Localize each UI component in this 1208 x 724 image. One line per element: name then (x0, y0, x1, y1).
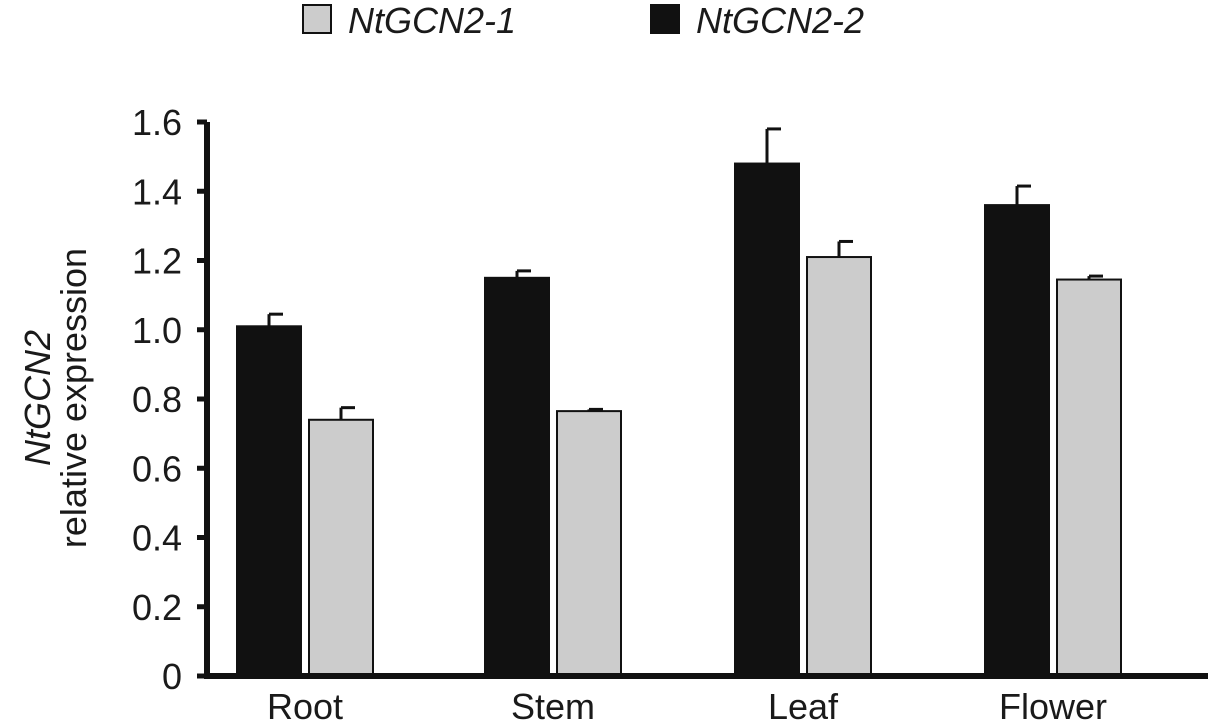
x-category-label: Root (267, 686, 343, 724)
y-tick-label: 0.2 (132, 587, 182, 628)
y-axis-label: NtGCN2 relative expression (17, 248, 94, 548)
x-axis-categories: Root Stem Leaf Flower (267, 686, 1107, 724)
y-tick-label: 1.4 (132, 171, 182, 212)
y-axis-ticks: 0 0.2 0.4 0.6 0.8 1.0 1.2 1.4 1.6 (132, 102, 207, 697)
bars (236, 127, 1122, 678)
y-tick-label: 0.4 (132, 518, 182, 559)
y-axis-label-line2: relative expression (53, 248, 94, 548)
legend-swatch-ntgcn2-2 (650, 4, 680, 34)
bar-leaf-ntgcn2-1 (806, 256, 872, 677)
y-tick-label: 1.6 (132, 102, 182, 143)
y-tick-label: 0.8 (132, 379, 182, 420)
bar-stem-ntgcn2-1 (556, 410, 622, 677)
y-tick-label: 0.6 (132, 448, 182, 489)
y-axis-label-line1: NtGCN2 (17, 330, 58, 466)
bar-stem-ntgcn2-2 (484, 276, 550, 677)
legend: NtGCN2-1 NtGCN2-2 (302, 0, 864, 41)
legend-swatch-ntgcn2-1 (302, 4, 332, 34)
bar-leaf-ntgcn2-2 (734, 162, 800, 678)
x-category-label: Flower (999, 686, 1107, 724)
bar-root-ntgcn2-2 (236, 325, 302, 677)
bar-flower-ntgcn2-1 (1056, 278, 1122, 677)
y-tick-label: 0 (162, 656, 182, 697)
legend-label-ntgcn2-2: NtGCN2-2 (696, 0, 864, 41)
bar-flower-ntgcn2-2 (984, 204, 1050, 677)
y-tick-label: 1.2 (132, 241, 182, 282)
legend-label-ntgcn2-1: NtGCN2-1 (348, 0, 516, 41)
x-category-label: Stem (511, 686, 595, 724)
y-tick-label: 1.0 (132, 310, 182, 351)
x-category-label: Leaf (768, 686, 839, 724)
bar-root-ntgcn2-1 (308, 418, 374, 677)
